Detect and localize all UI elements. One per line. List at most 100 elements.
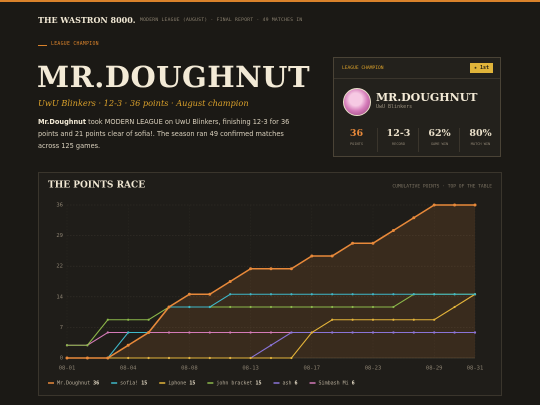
point (86, 344, 89, 347)
y-tick-label: 7 (60, 325, 63, 331)
label-dash (38, 45, 47, 46)
point (310, 254, 314, 258)
point (391, 229, 395, 232)
stat-label: RECORD (392, 142, 405, 146)
card-label: LEAGUE CHAMPION (342, 66, 384, 71)
point (412, 331, 415, 334)
point (127, 356, 130, 360)
point (269, 331, 273, 334)
stat-value: 36 (349, 128, 364, 139)
point (412, 318, 415, 321)
rank-badge: ★ 1st (469, 63, 493, 73)
point (433, 318, 436, 321)
x-tick-label: 08-08 (181, 366, 198, 372)
point (249, 331, 252, 334)
y-tick-label: 29 (56, 233, 63, 239)
point (290, 305, 293, 309)
legend-name: Mr.Doughnut (57, 381, 90, 387)
point (269, 344, 273, 347)
legend-name: ash (283, 381, 292, 387)
point (147, 318, 150, 321)
point (290, 293, 293, 296)
point (310, 331, 313, 334)
x-tick-label: 08-13 (242, 366, 259, 372)
x-tick-label: 08-04 (120, 366, 137, 372)
chart-title: THE POINTS RACE (48, 181, 145, 191)
point (127, 318, 130, 321)
point (229, 305, 232, 309)
legend-total: 36 (93, 381, 99, 387)
point (249, 356, 252, 360)
point (331, 331, 334, 334)
champion-card: LEAGUE CHAMPION ★ 1st MR.DOUGHNUT UwU Bl… (333, 57, 501, 157)
point (310, 305, 313, 309)
legend-name: iphone (168, 381, 186, 387)
y-tick-label: 0 (60, 356, 63, 362)
stat: 36 POINTS (336, 128, 377, 152)
point (106, 318, 109, 321)
card-divider (334, 78, 500, 79)
point (187, 292, 191, 296)
point (65, 344, 69, 347)
point (167, 305, 171, 309)
stat-label: GAME WIN (430, 142, 449, 146)
point (269, 293, 273, 296)
stat-label: POINTS (350, 142, 363, 146)
point (351, 241, 355, 245)
point (208, 331, 211, 334)
point (65, 356, 69, 360)
point (331, 318, 334, 321)
point (371, 305, 375, 309)
point (249, 293, 252, 296)
summary: Mr.Doughnut took MODERN LEAGUE on UwU Bl… (38, 116, 293, 152)
x-tick-label: 08-31 (467, 366, 484, 372)
stat: 12-3 RECORD (377, 128, 419, 152)
stat-value: 62% (428, 128, 451, 139)
point (188, 331, 191, 334)
point (371, 318, 375, 321)
legend-total: 6 (352, 381, 355, 387)
point (127, 331, 130, 334)
point (290, 356, 293, 360)
point (289, 267, 293, 271)
point (412, 216, 416, 220)
point (249, 305, 252, 309)
x-tick-label: 08-17 (304, 366, 321, 372)
point (310, 293, 313, 296)
point (167, 331, 171, 334)
point (432, 203, 436, 207)
point (229, 293, 232, 296)
y-tick-label: 14 (56, 294, 63, 300)
legend-name: Simbash Mi (319, 381, 349, 387)
point (371, 331, 375, 334)
point (208, 356, 211, 360)
x-tick-label: 08-29 (426, 366, 443, 372)
points-race-chart: THE POINTS RACE CUMULATIVE POINTS · TOP … (38, 172, 502, 396)
chart-subtitle: CUMULATIVE POINTS · TOP OF THE TABLE (392, 184, 492, 190)
point (392, 318, 395, 321)
legend-total: 15 (189, 381, 195, 387)
point (126, 343, 130, 347)
point (351, 305, 354, 309)
point (269, 305, 273, 309)
stat: 62% GAME WIN (418, 128, 460, 152)
point (412, 293, 415, 296)
champion-name: MR.DOUGHNUT (37, 60, 311, 94)
champion-subtitle: UwU Blinkers · 12-3 · 36 points · August… (38, 98, 249, 108)
point (249, 267, 253, 271)
legend-name: sofia! (120, 381, 138, 387)
point (453, 305, 456, 309)
stat: 80% MATCH WIN (459, 128, 501, 152)
hero-label: LEAGUE CHAMPION (51, 42, 99, 47)
point (392, 331, 395, 334)
point (229, 356, 232, 360)
point (331, 293, 334, 296)
summary-text: took MODERN LEAGUE on UwU Blinkers, fini… (38, 118, 290, 150)
point (269, 356, 273, 360)
y-tick-label: 36 (56, 203, 63, 209)
card-team: UwU Blinkers (376, 104, 413, 110)
point (433, 331, 436, 334)
point (392, 305, 395, 309)
point (167, 356, 171, 360)
point (473, 293, 477, 296)
